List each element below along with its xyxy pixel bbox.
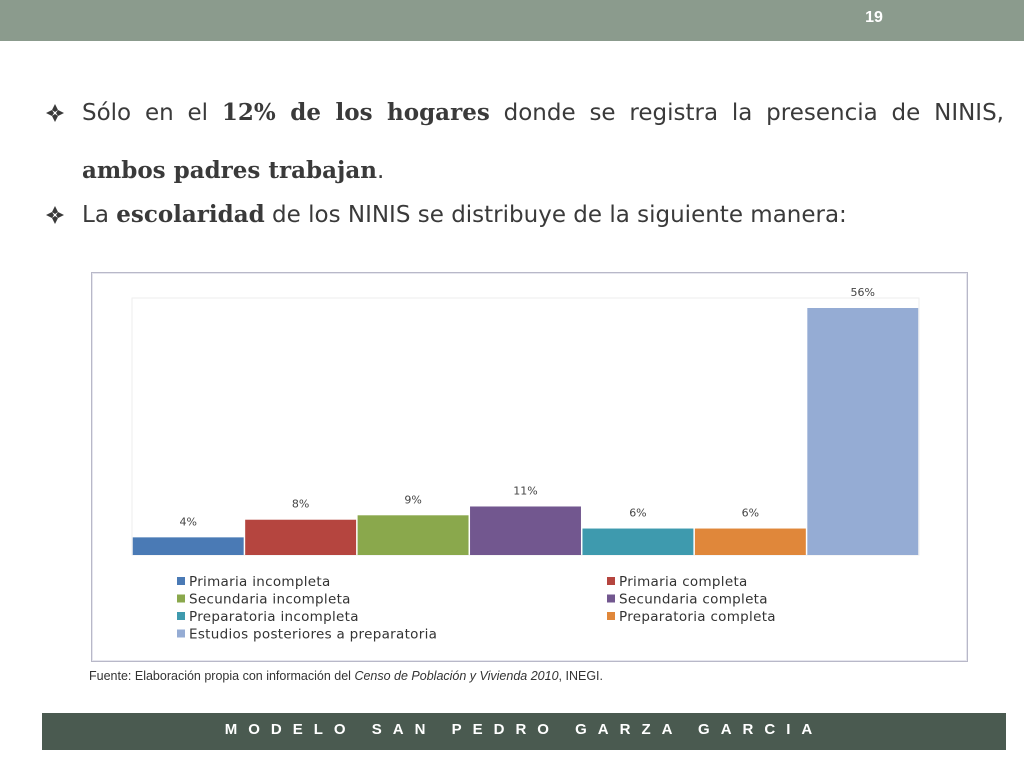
- data-label-preparatoria-incompleta: 6%: [629, 507, 646, 520]
- data-label-secundaria-incompleta: 9%: [404, 493, 421, 506]
- slide-number: 19: [865, 9, 883, 26]
- source-note: Fuente: Elaboración propia con informaci…: [89, 669, 603, 683]
- source-suffix: , INEGI.: [558, 669, 603, 683]
- bar-chart: 4% 8% 9% 11% 6% 6% 56% Primaria incompleta Prima…: [131, 286, 920, 643]
- bar-estudios-posteriores-a-preparatoria: [807, 308, 919, 555]
- data-label-primaria-incompleta: 4%: [179, 515, 196, 528]
- legend-swatch-secundaria-completa: [607, 594, 615, 603]
- bullet-text: La: [82, 202, 117, 228]
- bullet-emphasis: escolaridad: [116, 201, 265, 228]
- bullet-list: Sólo en el 12% de los hogares donde se r…: [44, 84, 1004, 234]
- diamond-bullet-icon: [46, 206, 64, 224]
- bullet-text: de los NINIS se distribuye de la siguien…: [264, 202, 847, 228]
- legend-swatch-primaria-completa: [607, 577, 615, 585]
- diamond-bullet-icon: [46, 104, 64, 122]
- bullet-text: Sólo en el: [82, 100, 222, 126]
- data-label-estudios-posteriores-a-preparatoria: 56%: [851, 286, 875, 299]
- bar-secundaria-incompleta: [357, 515, 469, 555]
- legend-swatch-estudios-posteriores-a-preparatoria: [177, 629, 185, 638]
- legend-swatch-secundaria-incompleta: [177, 594, 185, 603]
- bar-preparatoria-incompleta: [582, 528, 694, 555]
- bullet-item: La escolaridad de los NINIS se distribuy…: [44, 196, 1004, 234]
- footer-title: MODELO SAN PEDRO GARZA GARCIA: [224, 721, 824, 738]
- legend-label-preparatoria-incompleta: Preparatoria incompleta: [189, 609, 359, 625]
- legend-label-preparatoria-completa: Preparatoria completa: [619, 609, 776, 625]
- legend-label-secundaria-incompleta: Secundaria incompleta: [189, 592, 351, 608]
- top-bar: [0, 0, 1024, 41]
- bullet-item: Sólo en el 12% de los hogares donde se r…: [44, 84, 1004, 200]
- data-label-secundaria-completa: 11%: [513, 484, 537, 497]
- bullet-text: donde se registra la presencia de NINIS,: [489, 100, 1004, 126]
- bullet-emphasis: 12% de los hogares: [221, 99, 490, 126]
- legend-label-estudios-posteriores-a-preparatoria: Estudios posteriores a preparatoria: [189, 627, 437, 643]
- legend-label-primaria-completa: Primaria completa: [619, 574, 748, 590]
- data-label-primaria-completa: 8%: [292, 498, 309, 511]
- bullet-emphasis: ambos padres trabajan: [82, 157, 377, 184]
- source-prefix: Fuente: Elaboración propia con informaci…: [89, 669, 355, 683]
- legend-swatch-preparatoria-incompleta: [177, 612, 185, 620]
- legend-swatch-primaria-incompleta: [177, 577, 185, 585]
- footer-bar: [42, 713, 1006, 750]
- source-title: Censo de Población y Vivienda 2010: [354, 669, 559, 683]
- bar-primaria-completa: [245, 519, 357, 555]
- legend-label-primaria-incompleta: Primaria incompleta: [189, 574, 331, 590]
- legend-swatch-preparatoria-completa: [607, 612, 615, 620]
- chart-frame: 4% 8% 9% 11% 6% 6% 56% Primaria incompleta Prima…: [91, 272, 968, 662]
- bar-primaria-incompleta: [132, 537, 244, 555]
- data-label-preparatoria-completa: 6%: [742, 507, 759, 520]
- legend-label-secundaria-completa: Secundaria completa: [619, 592, 768, 608]
- bar-preparatoria-completa: [694, 528, 806, 555]
- bullet-text: .: [376, 158, 385, 184]
- bar-secundaria-completa: [470, 506, 581, 555]
